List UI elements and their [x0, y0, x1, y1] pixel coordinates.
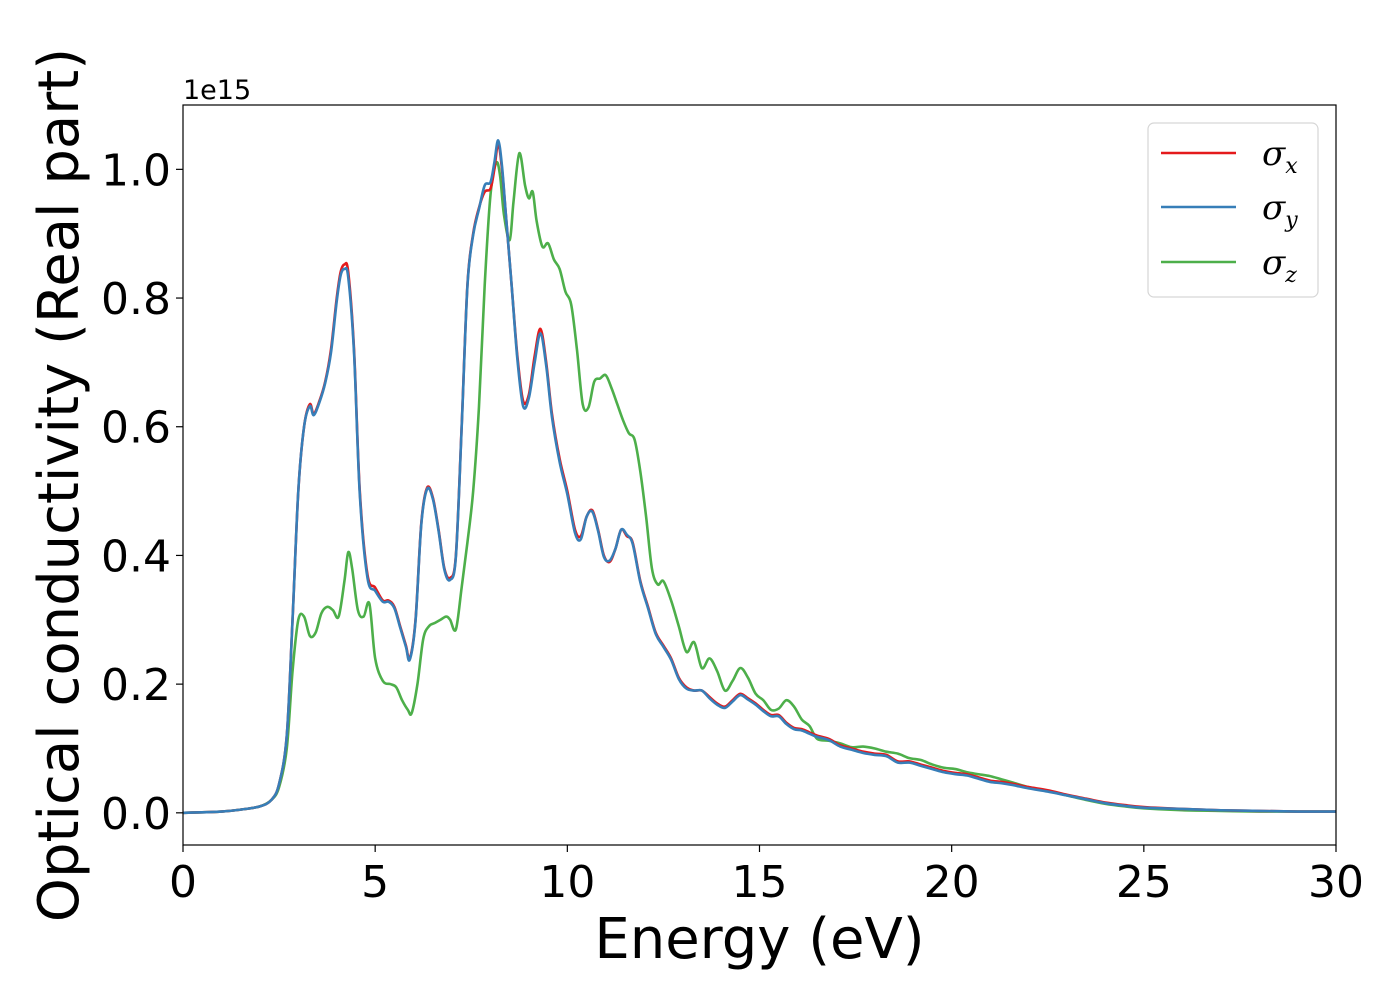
legend-label-y: σy	[1262, 188, 1298, 233]
x-tick-label: 20	[924, 857, 980, 908]
legend-symbol: σ	[1262, 188, 1286, 228]
legend-subscript: z	[1284, 263, 1297, 288]
y-axis-offset-label: 1e15	[183, 75, 251, 106]
y-tick-label: 0.0	[101, 789, 171, 840]
legend-subscript: x	[1285, 154, 1298, 179]
x-tick-label: 25	[1116, 857, 1172, 908]
x-tick-label: 10	[539, 857, 595, 908]
x-tick-label: 15	[732, 857, 788, 908]
x-axis: 0 5 10 15 20 25 30	[169, 845, 1364, 908]
legend-symbol: σ	[1262, 243, 1286, 283]
series-line-z	[182, 151, 1336, 815]
y-axis: 0.0 0.2 0.4 0.6 0.8 1.0	[101, 145, 183, 840]
legend-label-x: σx	[1262, 134, 1298, 179]
y-axis-label: Optical conductivity (Real part)	[27, 48, 92, 922]
series-layer	[182, 139, 1337, 815]
y-tick-label: 0.8	[101, 274, 171, 325]
x-tick-label: 5	[361, 857, 389, 908]
legend-label-z: σz	[1262, 243, 1297, 288]
x-tick-label: 0	[169, 857, 197, 908]
y-tick-label: 0.2	[101, 660, 171, 711]
legend-subscript: y	[1284, 208, 1298, 233]
y-tick-label: 0.4	[101, 531, 171, 582]
y-tick-label: 1.0	[101, 145, 171, 196]
series-line-y	[182, 139, 1337, 815]
y-tick-label: 0.6	[101, 403, 171, 454]
x-tick-label: 30	[1308, 857, 1364, 908]
legend-symbol: σ	[1262, 134, 1286, 174]
x-axis-label: Energy (eV)	[594, 907, 924, 972]
legend-box	[1147, 122, 1319, 298]
